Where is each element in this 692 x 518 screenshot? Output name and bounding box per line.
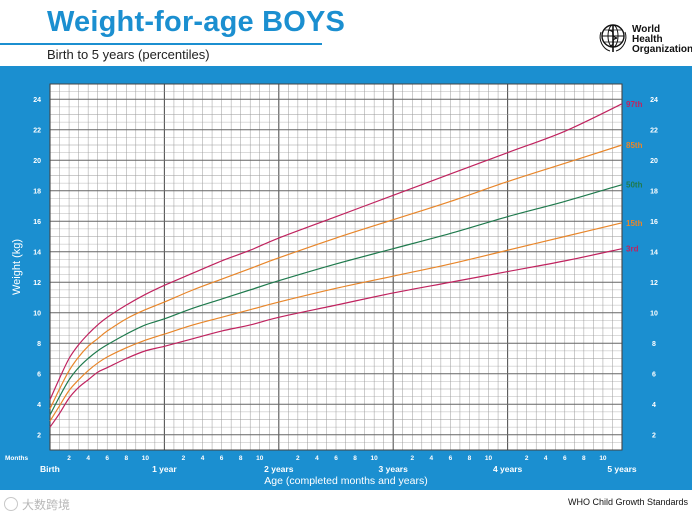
watermark: 大数跨境 xyxy=(4,496,70,513)
x-month-tick-label: 2 xyxy=(525,455,529,462)
y-tick-label-left: 10 xyxy=(33,310,41,317)
y-tick-label-left: 14 xyxy=(33,249,41,256)
who-emblem-icon xyxy=(599,24,627,52)
y-tick-label-left: 12 xyxy=(33,280,41,287)
x-year-label: 2 years xyxy=(264,464,294,474)
x-year-label: Birth xyxy=(40,464,60,474)
watermark-text: 大数跨境 xyxy=(22,498,71,512)
y-tick-label-right: 12 xyxy=(650,280,658,287)
x-month-tick-label: 10 xyxy=(142,455,150,462)
y-tick-label-left: 6 xyxy=(37,371,41,378)
x-year-label: 3 years xyxy=(379,464,409,474)
who-line1: World Health xyxy=(632,24,663,45)
x-month-tick-label: 10 xyxy=(371,455,379,462)
grid xyxy=(49,83,623,451)
x-unit-label: Months xyxy=(5,455,28,462)
y-tick-label-left: 18 xyxy=(33,188,41,195)
series-label-85th: 85th xyxy=(626,141,643,150)
x-month-tick-label: 8 xyxy=(468,455,472,462)
x-month-tick-label: 10 xyxy=(256,455,264,462)
y-tick-label-left: 20 xyxy=(33,158,41,165)
y-tick-label-right: 14 xyxy=(650,249,658,256)
x-axis-title: Age (completed months and years) xyxy=(264,475,427,487)
x-month-tick-label: 4 xyxy=(315,455,319,462)
chart-title: Weight-for-age BOYS xyxy=(47,6,346,38)
y-tick-label-right: 18 xyxy=(650,188,658,195)
y-tick-label-left: 4 xyxy=(37,402,41,409)
y-tick-label-left: 22 xyxy=(33,127,41,134)
x-month-tick-label: 8 xyxy=(239,455,243,462)
y-tick-label-right: 16 xyxy=(650,219,658,226)
x-month-tick-label: 8 xyxy=(353,455,357,462)
y-tick-label-right: 8 xyxy=(652,341,656,348)
x-month-tick-label: 8 xyxy=(582,455,586,462)
y-tick-label-right: 22 xyxy=(650,127,658,134)
x-month-tick-label: 4 xyxy=(201,455,205,462)
y-tick-label-right: 20 xyxy=(650,158,658,165)
who-line2: Organization xyxy=(632,44,692,55)
x-year-label: 4 years xyxy=(493,464,523,474)
title-underline xyxy=(0,43,322,45)
series-line-97th xyxy=(49,103,623,400)
y-tick-label-right: 10 xyxy=(650,310,658,317)
y-tick-label-right: 6 xyxy=(652,371,656,378)
x-month-tick-label: 6 xyxy=(449,455,453,462)
x-month-tick-label: 2 xyxy=(67,455,71,462)
x-month-tick-label: 2 xyxy=(296,455,300,462)
y-tick-label-right: 2 xyxy=(652,432,656,439)
x-month-tick-label: 6 xyxy=(105,455,109,462)
series-line-85th xyxy=(49,144,623,410)
series-label-15th: 15th xyxy=(626,219,643,228)
source-note: WHO Child Growth Standards xyxy=(567,497,688,507)
series-line-50th xyxy=(49,184,623,416)
x-month-tick-label: 6 xyxy=(220,455,224,462)
y-tick-label-left: 2 xyxy=(37,432,41,439)
x-month-tick-label: 10 xyxy=(485,455,493,462)
x-month-tick-label: 6 xyxy=(334,455,338,462)
x-month-tick-label: 10 xyxy=(599,455,607,462)
watermark-icon xyxy=(4,497,18,511)
x-month-tick-label: 2 xyxy=(182,455,186,462)
y-tick-label-left: 8 xyxy=(37,341,41,348)
series-line-3rd xyxy=(49,248,623,428)
who-logo: World Health Organization xyxy=(598,22,692,55)
series-line-15th xyxy=(49,222,623,422)
y-tick-label-left: 16 xyxy=(33,219,41,226)
x-month-tick-label: 4 xyxy=(86,455,90,462)
x-month-tick-label: 8 xyxy=(124,455,128,462)
x-month-tick-label: 4 xyxy=(430,455,434,462)
x-year-label: 1 year xyxy=(152,464,177,474)
x-month-tick-label: 4 xyxy=(544,455,548,462)
x-month-tick-label: 6 xyxy=(563,455,567,462)
y-tick-label-right: 4 xyxy=(652,402,656,409)
y-tick-label-left: 24 xyxy=(33,97,41,104)
series-label-50th: 50th xyxy=(626,181,643,190)
x-month-tick-label: 2 xyxy=(410,455,414,462)
chart-subtitle: Birth to 5 years (percentiles) xyxy=(47,47,210,62)
y-axis-title: Weight (kg) xyxy=(11,239,23,295)
series-label-97th: 97th xyxy=(626,100,643,109)
plot-border xyxy=(49,83,623,451)
x-year-label: 5 years xyxy=(607,464,637,474)
series-label-3rd: 3rd xyxy=(626,245,639,254)
y-tick-label-right: 24 xyxy=(650,97,658,104)
